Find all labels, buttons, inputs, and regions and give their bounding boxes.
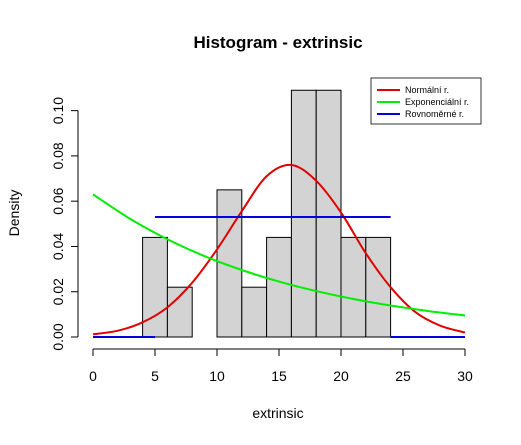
y-tick-label: 0.00 bbox=[50, 323, 66, 350]
histogram-bar bbox=[290, 89, 317, 338]
y-axis-title: Density bbox=[6, 190, 22, 237]
histogram-bar bbox=[142, 236, 168, 338]
histogram-bar bbox=[365, 236, 392, 338]
exponential-density-curve bbox=[92, 193, 466, 317]
histogram-bar bbox=[266, 236, 292, 338]
y-tick-label: 0.08 bbox=[50, 142, 66, 169]
normal-density-curve bbox=[92, 163, 466, 336]
x-tick-label: 20 bbox=[333, 368, 349, 384]
y-tick-label: 0.06 bbox=[50, 187, 66, 214]
histogram-bar bbox=[241, 286, 268, 338]
x-tick-label: 15 bbox=[271, 368, 287, 384]
y-tick-label: 0.02 bbox=[50, 278, 66, 305]
x-tick-label: 5 bbox=[151, 368, 159, 384]
legend-label: Normální r. bbox=[405, 85, 449, 95]
histogram-bar bbox=[315, 89, 342, 338]
chart-title: Histogram - extrinsic bbox=[193, 33, 362, 52]
legend: Normální r. Exponenciální r. Rovnoměrné r. bbox=[370, 77, 482, 125]
x-tick-label: 0 bbox=[89, 368, 97, 384]
y-tick-label: 0.04 bbox=[50, 233, 66, 260]
x-axis-title: extrinsic bbox=[252, 405, 303, 421]
histogram-bar bbox=[166, 286, 193, 338]
y-axis: 0.00 0.02 0.04 0.06 0.08 0.10 bbox=[50, 97, 79, 351]
density-curves bbox=[92, 163, 466, 338]
y-tick-label: 0.10 bbox=[50, 97, 66, 124]
x-tick-label: 30 bbox=[457, 368, 473, 384]
legend-label: Exponenciální r. bbox=[405, 97, 469, 107]
x-axis: 0 5 10 15 20 25 30 bbox=[89, 348, 473, 384]
x-tick-label: 25 bbox=[395, 368, 411, 384]
legend-label: Rovnoměrné r. bbox=[405, 109, 464, 119]
x-tick-label: 10 bbox=[209, 368, 225, 384]
histogram-bar bbox=[340, 236, 367, 338]
